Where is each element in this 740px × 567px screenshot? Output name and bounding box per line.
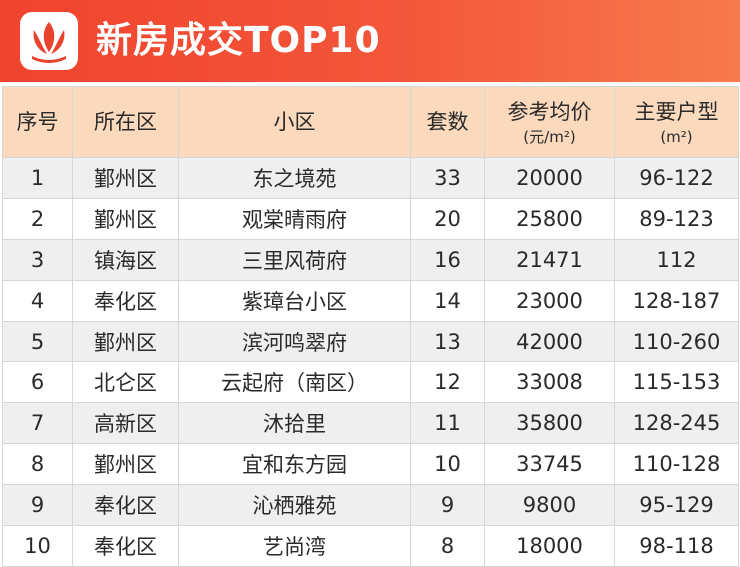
cell-units: 12	[410, 361, 485, 404]
cell-community: 观棠晴雨府	[178, 197, 411, 240]
cell-district: 鄞州区	[72, 443, 179, 486]
cell-community: 沐拾里	[178, 402, 411, 445]
table-row: 9 奉化区 沁栖雅苑 9 9800 95-129	[2, 484, 739, 527]
cell-rank: 2	[2, 197, 73, 240]
column-header-district: 所在区	[72, 86, 179, 158]
cell-avg-price: 25800	[484, 197, 615, 240]
column-header-units: 套数	[410, 86, 485, 158]
cell-layout: 110-260	[614, 320, 739, 363]
table-row: 8 鄞州区 宜和东方园 10 33745 110-128	[2, 443, 739, 486]
cell-district: 北仑区	[72, 361, 179, 404]
cell-rank: 6	[2, 361, 73, 404]
lotus-logo-icon	[32, 22, 66, 63]
cell-avg-price: 9800	[484, 484, 615, 527]
cell-layout: 96-122	[614, 157, 739, 199]
cell-layout: 128-245	[614, 402, 739, 445]
ranking-table: 序号 所在区 小区 套数 参考均价 (元/m²) 主要户型 (m²) 1 鄞州区 东…	[2, 86, 739, 567]
cell-avg-price: 18000	[484, 525, 615, 567]
cell-rank: 3	[2, 238, 73, 281]
cell-community: 紫璋台小区	[178, 279, 411, 322]
cell-avg-price: 21471	[484, 238, 615, 281]
title-banner: 新房成交TOP10	[0, 0, 740, 82]
cell-rank: 1	[2, 157, 73, 199]
cell-layout: 128-187	[614, 279, 739, 322]
cell-avg-price: 33008	[484, 361, 615, 404]
cell-district: 鄞州区	[72, 197, 179, 240]
cell-community: 三里风荷府	[178, 238, 411, 281]
cell-district: 镇海区	[72, 238, 179, 281]
cell-community: 东之境苑	[178, 157, 411, 199]
cell-rank: 5	[2, 320, 73, 363]
table-row: 1 鄞州区 东之境苑 33 20000 96-122	[2, 157, 739, 199]
cell-district: 高新区	[72, 402, 179, 445]
cell-district: 鄞州区	[72, 157, 179, 199]
table-row: 5 鄞州区 滨河鸣翠府 13 42000 110-260	[2, 320, 739, 363]
cell-units: 9	[410, 484, 485, 527]
column-header-rank: 序号	[2, 86, 73, 158]
cell-district: 奉化区	[72, 525, 179, 567]
column-header-community: 小区	[178, 86, 411, 158]
table-row: 2 鄞州区 观棠晴雨府 20 25800 89-123	[2, 197, 739, 240]
table-row: 10 奉化区 艺尚湾 8 18000 98-118	[2, 525, 739, 567]
table-header-row: 序号 所在区 小区 套数 参考均价 (元/m²) 主要户型 (m²)	[2, 86, 739, 158]
cell-avg-price: 33745	[484, 443, 615, 486]
table-row: 3 镇海区 三里风荷府 16 21471 112	[2, 238, 739, 281]
cell-avg-price: 42000	[484, 320, 615, 363]
cell-rank: 9	[2, 484, 73, 527]
logo	[20, 12, 78, 70]
cell-layout: 110-128	[614, 443, 739, 486]
column-header-layout: 主要户型 (m²)	[614, 86, 739, 158]
column-header-avg-price: 参考均价 (元/m²)	[484, 86, 615, 158]
cell-district: 奉化区	[72, 279, 179, 322]
cell-rank: 8	[2, 443, 73, 486]
column-header-avg-price-unit: (元/m²)	[523, 128, 576, 146]
cell-units: 11	[410, 402, 485, 445]
table-row: 4 奉化区 紫璋台小区 14 23000 128-187	[2, 279, 739, 322]
cell-layout: 115-153	[614, 361, 739, 404]
cell-community: 宜和东方园	[178, 443, 411, 486]
cell-rank: 10	[2, 525, 73, 567]
cell-units: 33	[410, 157, 485, 199]
cell-rank: 7	[2, 402, 73, 445]
cell-community: 艺尚湾	[178, 525, 411, 567]
cell-district: 奉化区	[72, 484, 179, 527]
cell-layout: 95-129	[614, 484, 739, 527]
column-header-layout-unit: (m²)	[660, 128, 693, 146]
page-title: 新房成交TOP10	[96, 20, 381, 61]
cell-layout: 112	[614, 238, 739, 281]
cell-avg-price: 20000	[484, 157, 615, 199]
cell-community: 云起府（南区）	[178, 361, 411, 404]
table-row: 6 北仑区 云起府（南区） 12 33008 115-153	[2, 361, 739, 404]
cell-units: 8	[410, 525, 485, 567]
cell-units: 10	[410, 443, 485, 486]
cell-layout: 89-123	[614, 197, 739, 240]
cell-community: 滨河鸣翠府	[178, 320, 411, 363]
table-row: 7 高新区 沐拾里 11 35800 128-245	[2, 402, 739, 445]
cell-units: 13	[410, 320, 485, 363]
cell-community: 沁栖雅苑	[178, 484, 411, 527]
cell-district: 鄞州区	[72, 320, 179, 363]
cell-units: 16	[410, 238, 485, 281]
cell-units: 14	[410, 279, 485, 322]
cell-layout: 98-118	[614, 525, 739, 567]
cell-rank: 4	[2, 279, 73, 322]
cell-avg-price: 35800	[484, 402, 615, 445]
cell-units: 20	[410, 197, 485, 240]
cell-avg-price: 23000	[484, 279, 615, 322]
